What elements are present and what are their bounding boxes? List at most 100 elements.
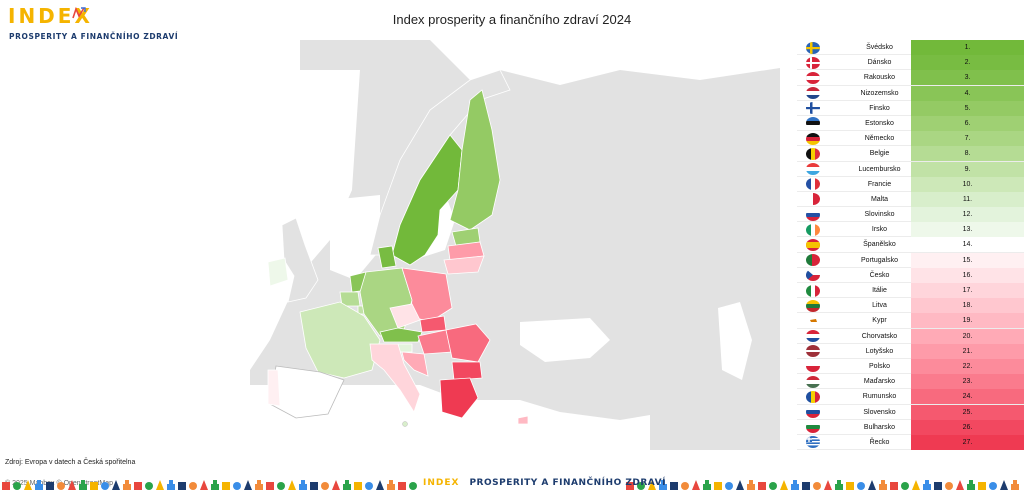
- ranking-row: Lotyšsko 21.: [797, 343, 1024, 359]
- north-sea: [330, 195, 380, 280]
- country-name: Nizozemsko: [860, 89, 899, 97]
- flag-icon-nl: [806, 87, 820, 100]
- country-name: Estonsko: [865, 119, 894, 127]
- source-note: Zdroj: Evropa v datech a Česká spořiteln…: [5, 459, 136, 466]
- ranking-row: Slovinsko 12.: [797, 207, 1024, 223]
- rank-cell: 1.: [911, 40, 1024, 55]
- atlantic-ocean: [0, 40, 360, 450]
- flag-icon-lu: [806, 163, 820, 175]
- rank-cell: 9.: [911, 161, 1024, 177]
- country-cyprus: [517, 415, 529, 425]
- country-name: Dánsko: [867, 59, 892, 67]
- flag-icon-hr: [806, 330, 820, 343]
- country-denmark: [377, 245, 397, 269]
- mediterranean-sea: [250, 385, 650, 450]
- country-name: Rakousko: [863, 74, 896, 82]
- flag-icon-bg: [806, 421, 820, 434]
- country-name: Bulharsko: [863, 423, 896, 431]
- ranking-row: Finsko 5.: [797, 100, 1024, 116]
- country-name: Řecko: [869, 438, 890, 446]
- flag-icon-dk: [806, 56, 820, 69]
- ranking-row: Belgie 8.: [797, 146, 1024, 162]
- ranking-row: Česko 16.: [797, 267, 1024, 283]
- country-name: Rumunsko: [862, 393, 897, 401]
- flag-icon-gr: [806, 436, 820, 449]
- flag-icon-de: [806, 132, 820, 145]
- rank-cell: 3.: [911, 70, 1024, 86]
- country-lithuania: [443, 255, 485, 275]
- ranking-row: Bulharsko 26.: [797, 419, 1024, 435]
- rank-cell: 8.: [911, 146, 1024, 162]
- rank-cell: 12.: [911, 207, 1024, 223]
- ranking-row: Irsko 13.: [797, 222, 1024, 238]
- rank-cell: 5.: [911, 100, 1024, 116]
- country-name: Irsko: [871, 226, 888, 234]
- ranking-row: Portugalsko 15.: [797, 252, 1024, 268]
- rank-cell: 11.: [911, 191, 1024, 207]
- footer-illustration-strip: [2, 480, 1019, 490]
- country-name: Portugalsko: [861, 256, 898, 264]
- footer-brand: INDEX PROSPERITY A FINANČNÍHO ZDRAVÍ: [423, 478, 666, 492]
- flag-icon-mt: [806, 193, 820, 206]
- country-name: Německo: [864, 135, 895, 143]
- ranking-row: Litva 18.: [797, 298, 1024, 314]
- country-name: Malta: [870, 195, 889, 203]
- country-name: Belgie: [869, 150, 890, 158]
- country-name: Švédsko: [866, 44, 893, 51]
- ranking-row: Rumunsko 24.: [797, 389, 1024, 405]
- ranking-row: Malta 11.: [797, 191, 1024, 208]
- country-uk: [281, 217, 319, 303]
- ranking-row: Dánsko 2.: [797, 55, 1024, 71]
- flag-icon-lt: [806, 299, 820, 312]
- country-italy: [369, 343, 421, 413]
- rank-cell: 26.: [911, 419, 1024, 435]
- rank-cell: 10.: [911, 176, 1024, 192]
- country-malta: [402, 421, 408, 427]
- country-name: Polsko: [868, 362, 890, 370]
- footer-brand-word: INDEX: [423, 478, 460, 488]
- flag-icon-ie: [806, 223, 820, 236]
- flag-icon-ro: [806, 390, 820, 403]
- ranking-row: Nizozemsko 4.: [797, 85, 1024, 101]
- rank-cell: 27.: [911, 434, 1024, 450]
- rank-cell: 2.: [911, 55, 1024, 71]
- country-greece: [439, 377, 479, 419]
- flag-icon-si: [806, 208, 820, 221]
- country-portugal: [267, 369, 281, 407]
- ranking-row: Německo 7.: [797, 131, 1024, 147]
- country-name: Itálie: [872, 287, 887, 294]
- rank-cell: 4.: [911, 85, 1024, 101]
- country-romania: [445, 323, 491, 363]
- footer-brand-text: PROSPERITY A FINANČNÍHO ZDRAVÍ: [469, 478, 666, 488]
- country-bulgaria: [451, 361, 483, 381]
- country-croatia: [401, 351, 429, 377]
- country-name: Slovensko: [863, 408, 896, 416]
- rank-cell: 25.: [911, 404, 1024, 420]
- flag-icon-es: [806, 238, 820, 251]
- country-finland: [449, 89, 501, 231]
- rank-cell: 17.: [911, 283, 1024, 298]
- index-logo: INDEX PROSPERITY A FINANČNÍHO ZDRAVÍ: [8, 5, 178, 41]
- rank-cell: 14.: [911, 237, 1024, 253]
- rank-cell: 13.: [911, 222, 1024, 238]
- flag-icon-se: [806, 41, 820, 54]
- ranking-row: Švédsko 1.: [797, 40, 1024, 56]
- country-name: Česko: [869, 271, 890, 279]
- flag-icon-be: [806, 147, 820, 160]
- flag-icon-fi: [806, 102, 820, 115]
- rank-cell: 7.: [911, 131, 1024, 147]
- country-ireland: [267, 257, 289, 287]
- rank-cell: 6.: [911, 115, 1024, 131]
- rank-cell: 24.: [911, 389, 1024, 405]
- flag-icon-cz: [806, 269, 820, 282]
- ranking-table: Švédsko 1. Dánsko 2. Rakousko 3. Nizozemsko 4. F…: [797, 40, 1024, 451]
- logo-subtitle: PROSPERITY A FINANČNÍHO ZDRAVÍ: [9, 32, 179, 41]
- ranking-row: Chorvatsko 20.: [797, 328, 1024, 344]
- arctic-sea: [430, 40, 780, 85]
- rank-cell: 16.: [911, 267, 1024, 283]
- europe-map[interactable]: © 2025 Mapbox © OpenStreetMap: [0, 40, 780, 487]
- flag-icon-cy: [806, 314, 820, 327]
- flag-icon-hu: [806, 375, 820, 388]
- rank-cell: 19.: [911, 313, 1024, 329]
- flag-icon-ee: [806, 117, 820, 130]
